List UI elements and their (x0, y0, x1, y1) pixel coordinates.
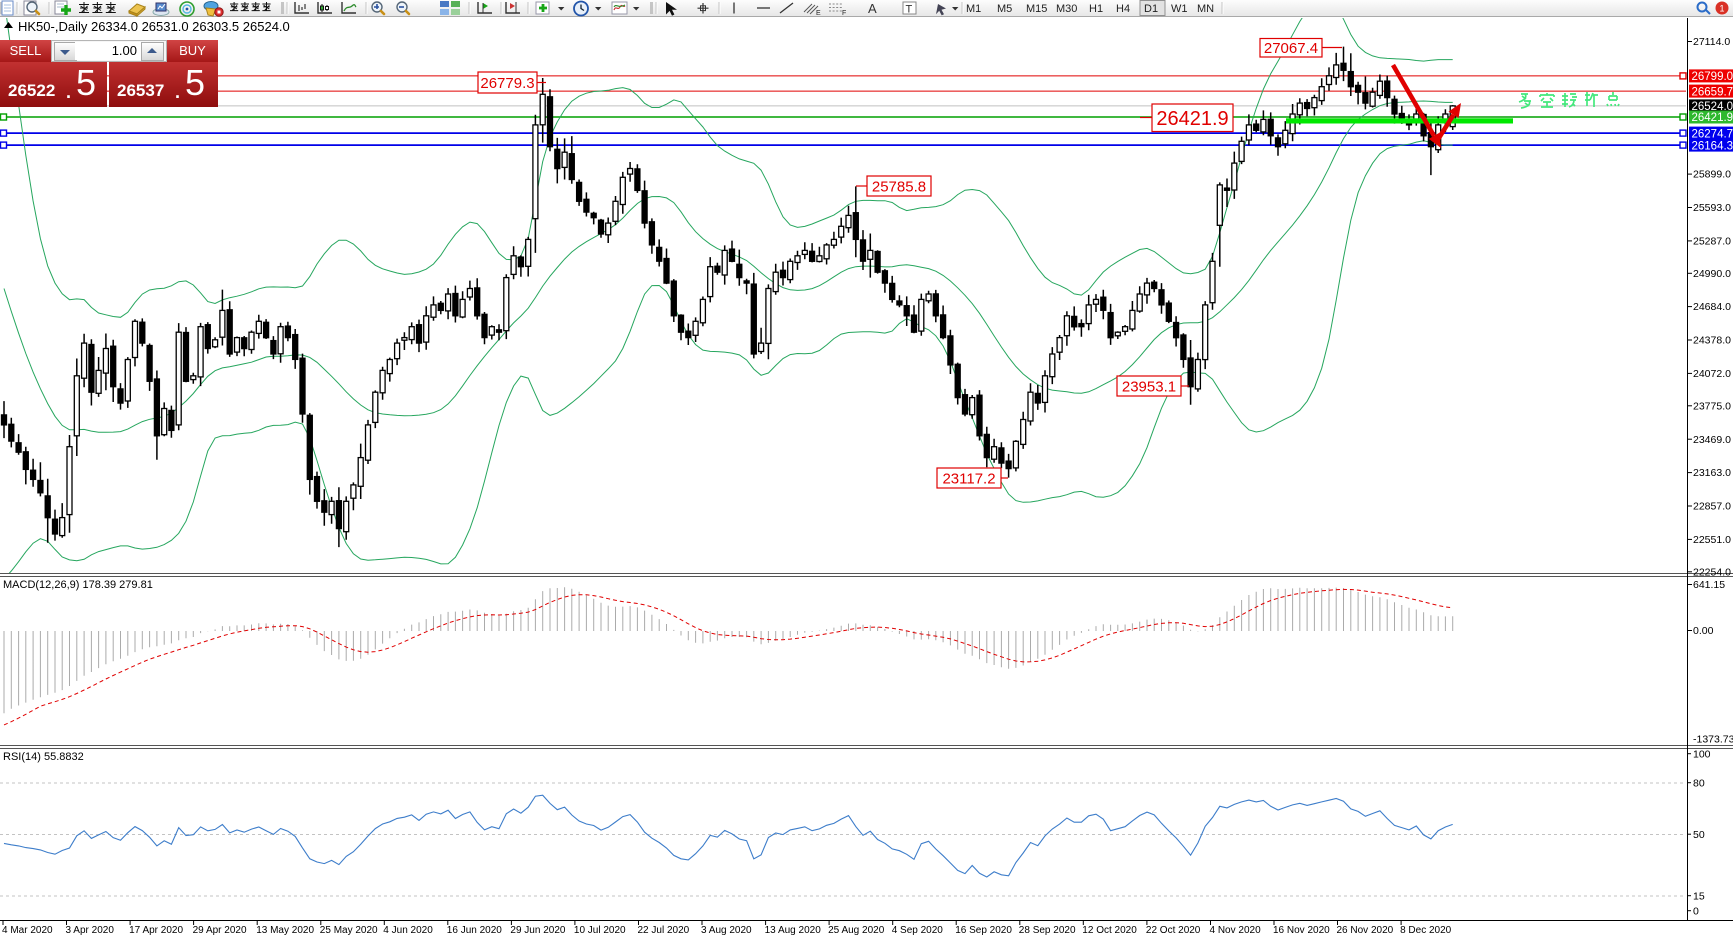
svg-text:641.15: 641.15 (1693, 579, 1725, 591)
svg-text:MN: MN (1197, 3, 1214, 15)
svg-text:M30: M30 (1056, 3, 1077, 15)
svg-text:80: 80 (1693, 778, 1705, 790)
svg-text:22 Oct 2020: 22 Oct 2020 (1146, 925, 1201, 936)
svg-text:-1373.73: -1373.73 (1693, 734, 1733, 746)
svg-text:24378.0: 24378.0 (1693, 335, 1731, 347)
svg-text:26274.7: 26274.7 (1692, 128, 1733, 140)
svg-text:F: F (842, 10, 846, 17)
svg-text:29 Apr 2020: 29 Apr 2020 (193, 925, 247, 936)
svg-text:25785.8: 25785.8 (872, 178, 926, 195)
svg-text:24072.0: 24072.0 (1693, 368, 1731, 380)
svg-text:26164.3: 26164.3 (1692, 140, 1733, 152)
svg-text:T: T (906, 4, 913, 16)
svg-text:22 Jul 2020: 22 Jul 2020 (638, 925, 690, 936)
svg-text:16 Jun 2020: 16 Jun 2020 (447, 925, 502, 936)
svg-text:13 Aug 2020: 13 Aug 2020 (765, 925, 822, 936)
svg-text:25 May 2020: 25 May 2020 (320, 925, 378, 936)
svg-text:23163.0: 23163.0 (1693, 467, 1731, 479)
svg-text:10 Jul 2020: 10 Jul 2020 (574, 925, 626, 936)
svg-text:0: 0 (1693, 906, 1699, 918)
svg-text:M15: M15 (1026, 3, 1047, 15)
svg-text:4 Sep 2020: 4 Sep 2020 (892, 925, 944, 936)
svg-text:26 Nov 2020: 26 Nov 2020 (1337, 925, 1394, 936)
svg-text:25 Aug 2020: 25 Aug 2020 (828, 925, 885, 936)
svg-text:24684.0: 24684.0 (1693, 301, 1731, 313)
svg-text:26799.0: 26799.0 (1692, 71, 1733, 83)
svg-text:4 Nov 2020: 4 Nov 2020 (1210, 925, 1262, 936)
svg-text:26524.0: 26524.0 (1692, 101, 1733, 113)
svg-text:3 Apr 2020: 3 Apr 2020 (66, 925, 115, 936)
svg-text:H1: H1 (1089, 3, 1103, 15)
svg-text:25899.0: 25899.0 (1693, 169, 1731, 181)
svg-text:23953.1: 23953.1 (1122, 378, 1176, 395)
svg-text:22254.0: 22254.0 (1693, 566, 1731, 578)
svg-text:29 Jun 2020: 29 Jun 2020 (510, 925, 565, 936)
svg-text:W1: W1 (1171, 3, 1188, 15)
svg-text:0.00: 0.00 (1693, 625, 1714, 637)
svg-text:25287.0: 25287.0 (1693, 236, 1731, 248)
svg-text:1: 1 (1720, 4, 1725, 14)
svg-text:RSI(14) 55.8832: RSI(14) 55.8832 (3, 751, 84, 763)
svg-text:M1: M1 (966, 3, 981, 15)
svg-text:16 Nov 2020: 16 Nov 2020 (1273, 925, 1330, 936)
svg-text:HK50-,Daily 26334.0 26531.0 2: HK50-,Daily 26334.0 26531.0 26303.5 2652… (18, 19, 290, 34)
svg-text:A: A (868, 1, 877, 16)
svg-text:27114.0: 27114.0 (1693, 36, 1730, 48)
svg-text:D1: D1 (1144, 3, 1158, 15)
svg-text:4 Mar 2020: 4 Mar 2020 (2, 925, 53, 936)
svg-text:22551.0: 22551.0 (1693, 534, 1731, 546)
svg-text:23469.0: 23469.0 (1693, 434, 1731, 446)
svg-text:M5: M5 (997, 3, 1012, 15)
svg-text:22857.0: 22857.0 (1693, 501, 1731, 513)
svg-text:23117.2: 23117.2 (942, 470, 995, 487)
svg-text:12 Oct 2020: 12 Oct 2020 (1082, 925, 1137, 936)
svg-text:23775.0: 23775.0 (1693, 400, 1731, 412)
svg-text:3 Aug 2020: 3 Aug 2020 (701, 925, 752, 936)
svg-text:H4: H4 (1116, 3, 1130, 15)
svg-text:26421.9: 26421.9 (1156, 108, 1228, 130)
svg-text:17 Apr 2020: 17 Apr 2020 (129, 925, 183, 936)
svg-text:E: E (816, 10, 821, 17)
svg-text:15: 15 (1693, 891, 1705, 903)
svg-text:28 Sep 2020: 28 Sep 2020 (1019, 925, 1076, 936)
svg-text:24990.0: 24990.0 (1693, 268, 1731, 280)
svg-text:4 Jun 2020: 4 Jun 2020 (383, 925, 433, 936)
svg-text:50: 50 (1693, 829, 1705, 841)
svg-text:25593.0: 25593.0 (1693, 202, 1731, 214)
svg-text:26779.3: 26779.3 (480, 75, 534, 92)
svg-text:8 Dec 2020: 8 Dec 2020 (1400, 925, 1452, 936)
svg-text:MACD(12,26,9) 178.39 279.81: MACD(12,26,9) 178.39 279.81 (3, 579, 153, 591)
svg-text:26659.7: 26659.7 (1692, 86, 1733, 98)
svg-text:27067.4: 27067.4 (1264, 40, 1318, 57)
svg-text:100: 100 (1693, 749, 1711, 761)
svg-text:16 Sep 2020: 16 Sep 2020 (955, 925, 1012, 936)
svg-text:26421.9: 26421.9 (1692, 112, 1733, 124)
svg-text:13 May 2020: 13 May 2020 (256, 925, 314, 936)
